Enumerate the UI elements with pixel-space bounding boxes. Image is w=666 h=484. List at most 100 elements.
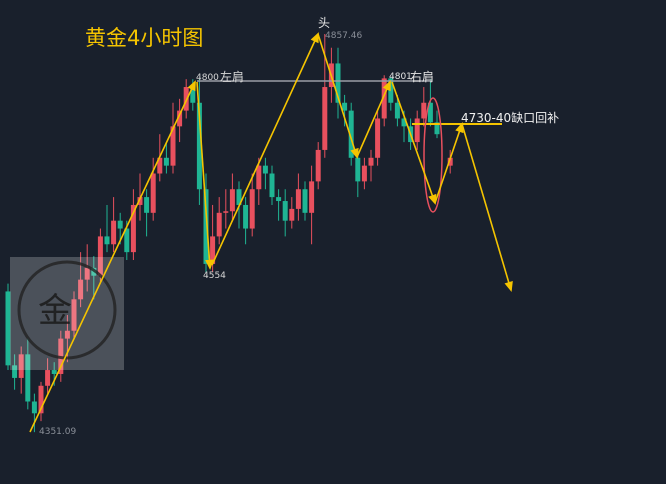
arrow-head-icon xyxy=(205,259,214,271)
trend-arrow-line xyxy=(196,81,211,269)
candle-body xyxy=(295,189,301,209)
candle xyxy=(348,102,354,166)
candle xyxy=(223,189,229,229)
candle-body xyxy=(414,118,420,143)
candle xyxy=(388,77,394,111)
candle xyxy=(289,197,295,229)
arrow-head-icon xyxy=(310,32,319,44)
candle-body xyxy=(342,102,348,111)
candle xyxy=(45,358,51,394)
candle-body xyxy=(223,211,229,213)
candles xyxy=(5,34,453,433)
candle xyxy=(78,252,84,308)
trend-arrow-line xyxy=(317,33,358,158)
candle-body xyxy=(12,365,18,378)
trend-arrow-line xyxy=(356,81,391,158)
candle xyxy=(71,291,77,339)
candle-body xyxy=(18,354,24,378)
chart-title: 黄金4小时图 xyxy=(85,26,204,50)
candle-body xyxy=(236,189,242,205)
candle xyxy=(163,142,169,174)
candle-body xyxy=(381,78,387,119)
candle-body xyxy=(31,401,37,414)
low-4554-label: 4554 xyxy=(203,271,226,281)
trend-arrow-line xyxy=(391,81,436,204)
candle-body xyxy=(401,118,407,127)
candle-body xyxy=(348,110,354,158)
candle xyxy=(130,189,136,260)
candle-body xyxy=(150,173,156,213)
candle-body xyxy=(71,299,77,331)
candle xyxy=(342,94,348,127)
candle-body xyxy=(243,204,249,229)
candle xyxy=(18,346,24,394)
candle xyxy=(427,79,433,127)
candle xyxy=(203,173,209,273)
highlight-ellipse xyxy=(423,97,443,213)
candle-body xyxy=(130,204,136,253)
candle xyxy=(243,197,249,245)
candle-body xyxy=(388,78,394,103)
candle xyxy=(269,165,275,205)
candle xyxy=(368,149,374,182)
candle-body xyxy=(249,189,255,229)
candle-body xyxy=(137,197,143,205)
candle-body xyxy=(25,354,31,402)
candle-body xyxy=(282,201,288,221)
candle-body xyxy=(45,370,51,386)
candle xyxy=(302,181,308,221)
candle xyxy=(249,173,255,237)
head-label: 头 xyxy=(318,16,331,30)
candle xyxy=(104,204,110,253)
candle-body xyxy=(262,165,268,174)
arrow-head-icon xyxy=(350,147,359,159)
trend-arrow-line xyxy=(211,33,319,266)
candle-body xyxy=(64,330,70,339)
candle-body xyxy=(203,189,209,264)
candle-body xyxy=(335,63,341,103)
gap-fill-label: 4730-40缺口回补 xyxy=(461,111,560,125)
candle-body xyxy=(276,197,282,202)
candle-body xyxy=(111,220,117,245)
candle-body xyxy=(322,87,328,150)
candle-body xyxy=(229,189,235,212)
candle xyxy=(355,149,361,198)
candle-body xyxy=(117,220,123,229)
candle xyxy=(335,47,341,119)
candle xyxy=(381,75,387,127)
candle xyxy=(421,87,427,127)
candle-body xyxy=(315,149,321,182)
candle-body xyxy=(394,102,400,119)
candle-body xyxy=(210,236,216,264)
candle-body xyxy=(38,385,44,414)
left-shoulder-price: 4800 xyxy=(196,73,219,83)
candle-body xyxy=(84,267,90,280)
candle xyxy=(447,149,453,174)
left-shoulder-label: 左肩 xyxy=(220,70,245,84)
candle-body xyxy=(5,291,11,366)
candle xyxy=(229,173,235,221)
candle-body xyxy=(355,157,361,182)
candle xyxy=(25,338,31,410)
candle-body xyxy=(269,173,275,198)
watermark: 金 xyxy=(10,257,124,370)
candle-body xyxy=(256,165,262,190)
trend-arrows xyxy=(29,32,513,433)
arrow-head-icon xyxy=(187,80,196,92)
candle-body xyxy=(375,118,381,158)
arrow-head-icon xyxy=(428,193,437,205)
trend-arrow-line xyxy=(461,123,512,291)
candle-body xyxy=(434,122,440,135)
candle xyxy=(38,381,44,422)
candle xyxy=(111,197,117,253)
trend-arrow-line xyxy=(29,81,196,433)
candle-body xyxy=(302,189,308,213)
candle-body xyxy=(196,102,202,190)
candle xyxy=(276,189,282,221)
candle-body xyxy=(368,157,374,166)
candle xyxy=(144,189,150,237)
candle xyxy=(170,102,176,174)
candle-body xyxy=(177,110,183,127)
